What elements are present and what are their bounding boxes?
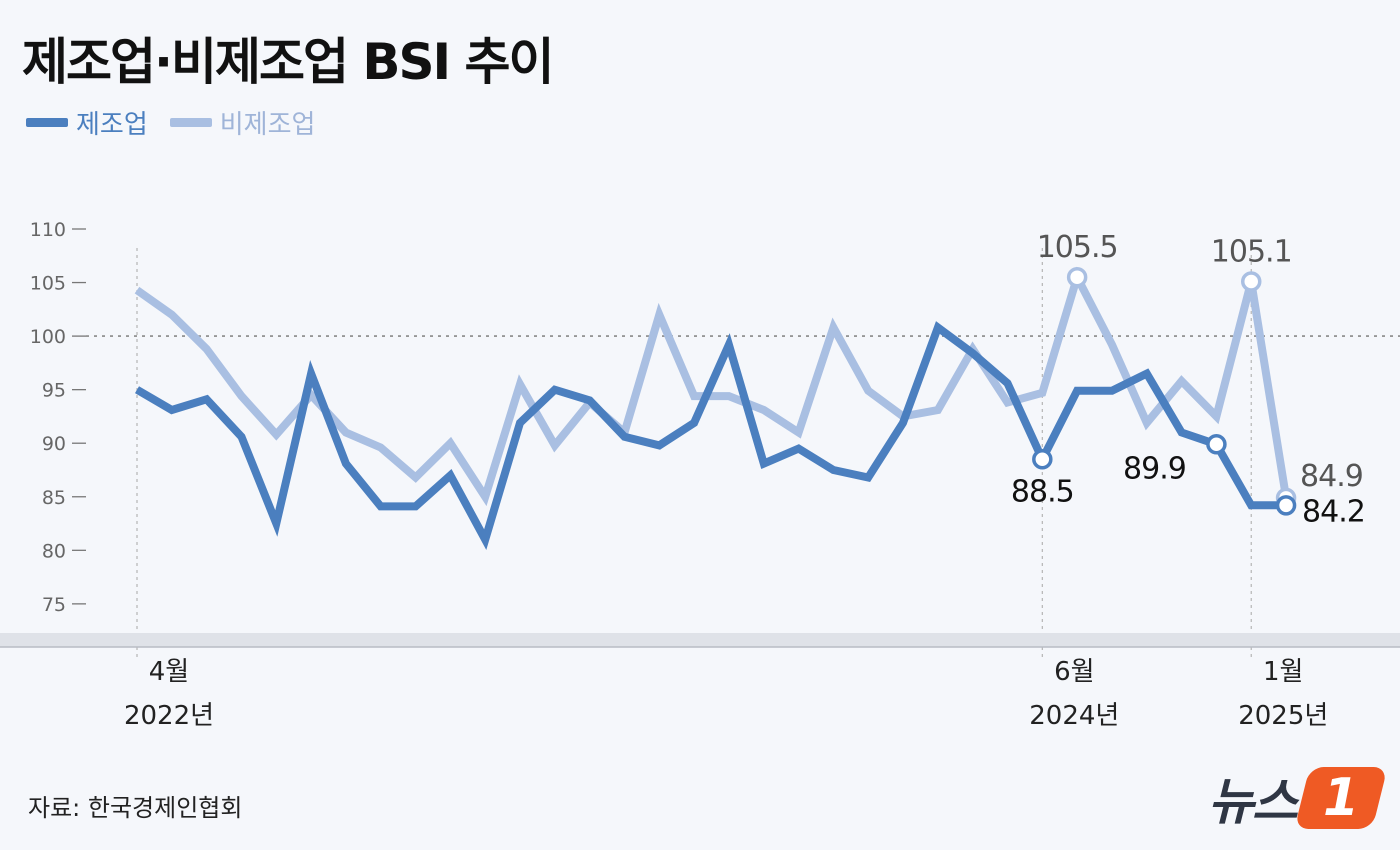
annotation-marker bbox=[1240, 271, 1262, 292]
legend-item-non-manufacturing: 비제조업 bbox=[169, 104, 316, 141]
annotation-label: 84.2 bbox=[1302, 494, 1365, 529]
x-tick-month: 4월 bbox=[149, 657, 189, 687]
news1-logo: 뉴스 1 bbox=[1208, 762, 1388, 834]
legend-label-non-manufacturing: 비제조업 bbox=[219, 110, 316, 140]
x-tick-year: 2025년 bbox=[1238, 701, 1328, 731]
series-layer bbox=[134, 266, 1291, 550]
annotation-label: 89.9 bbox=[1123, 451, 1186, 486]
y-tick-label: 100 bbox=[30, 326, 66, 348]
source-note: 자료: 한국경제인협회 bbox=[28, 794, 243, 822]
annotation-marker bbox=[1206, 434, 1227, 455]
legend: 제조업 비제조업 bbox=[26, 104, 337, 141]
logo-text: 뉴스 bbox=[1208, 773, 1298, 831]
legend-swatch-non-manufacturing bbox=[169, 118, 212, 127]
chart-title: 제조업·비제조업 BSI 추이 bbox=[22, 33, 555, 91]
y-tick-label: 90 bbox=[42, 433, 66, 455]
x-tick-year: 2022년 bbox=[124, 701, 214, 731]
y-tick-label: 110 bbox=[30, 219, 66, 241]
y-tick-label: 75 bbox=[42, 594, 66, 616]
y-tick-label: 85 bbox=[42, 487, 66, 509]
logo-badge-text: 1 bbox=[1322, 768, 1360, 828]
x-tick-year: 2024년 bbox=[1029, 701, 1119, 731]
annotation-marker bbox=[1066, 266, 1088, 288]
logo-badge: 1 bbox=[1294, 767, 1388, 829]
series-line-manufacturing bbox=[134, 321, 1287, 550]
x-tick-month: 1월 bbox=[1263, 657, 1303, 687]
annotation-marker bbox=[1275, 495, 1297, 516]
annotation-label: 105.5 bbox=[1037, 230, 1118, 265]
y-tick-label: 95 bbox=[42, 380, 66, 402]
plot-baseline-band bbox=[0, 633, 1400, 647]
legend-label-manufacturing: 제조업 bbox=[76, 110, 148, 140]
annotation-label: 105.1 bbox=[1211, 234, 1292, 269]
y-tick-label: 105 bbox=[30, 273, 66, 295]
label-layer: 4월 2022년 6월 2024년 1월 2025년 105.5 105.1 84.9 88.5 8… bbox=[124, 230, 1366, 731]
line-chart: 75 80 85 90 95 100 105 110 4월 2022년 6월 2024년 1월 2025… bbox=[0, 219, 1400, 731]
legend-swatch-manufacturing bbox=[26, 118, 68, 127]
legend-item-manufacturing: 제조업 bbox=[26, 104, 148, 141]
annotation-marker bbox=[1032, 449, 1053, 470]
marker-layer bbox=[1032, 266, 1297, 516]
grid-layer: 75 80 85 90 95 100 105 110 bbox=[30, 219, 1400, 660]
x-tick-month: 6월 bbox=[1054, 657, 1094, 687]
annotation-label: 84.9 bbox=[1300, 459, 1363, 494]
annotation-label: 88.5 bbox=[1011, 474, 1074, 509]
y-tick-label: 80 bbox=[42, 540, 66, 562]
